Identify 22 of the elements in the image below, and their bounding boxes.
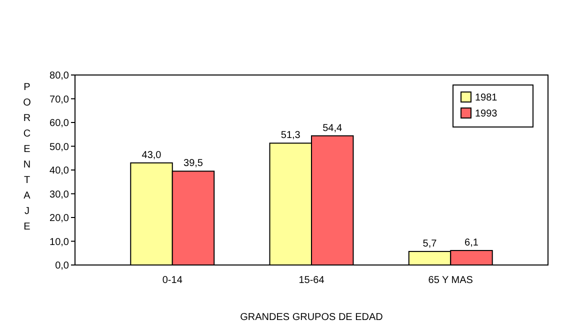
- x-tick-label: 0-14: [162, 275, 183, 286]
- y-tick-label: 30,0: [50, 189, 70, 200]
- data-label: 54,4: [322, 122, 343, 134]
- y-tick-label: 80,0: [50, 70, 70, 82]
- legend-label: 1981: [475, 92, 498, 104]
- x-tick-label: 65 Y MAS: [428, 275, 474, 286]
- data-label: 5,7: [422, 238, 438, 250]
- y-tick-label: 60,0: [50, 118, 70, 129]
- data-label: 43,0: [142, 150, 162, 161]
- text: PORCENTAJE: [23, 82, 31, 232]
- data-label: 39,5: [184, 158, 204, 170]
- y-tick-label: 40,0: [50, 166, 70, 176]
- y-tick-label: 20,0: [50, 213, 70, 224]
- y-tick-label: 70,0: [50, 94, 70, 106]
- x-axis-title: GRANDES GRUPOS DE EDAD: [240, 312, 383, 323]
- x-tick-label: 15-64: [298, 275, 325, 286]
- y-tick-label: 50,0: [50, 142, 70, 153]
- y-tick-label: 0,0: [55, 260, 70, 272]
- data-label: 6,1: [464, 238, 479, 249]
- data-label: 51,3: [280, 130, 301, 142]
- y-tick-label: 10,0: [50, 236, 70, 248]
- legend-label: 1993: [475, 108, 498, 120]
